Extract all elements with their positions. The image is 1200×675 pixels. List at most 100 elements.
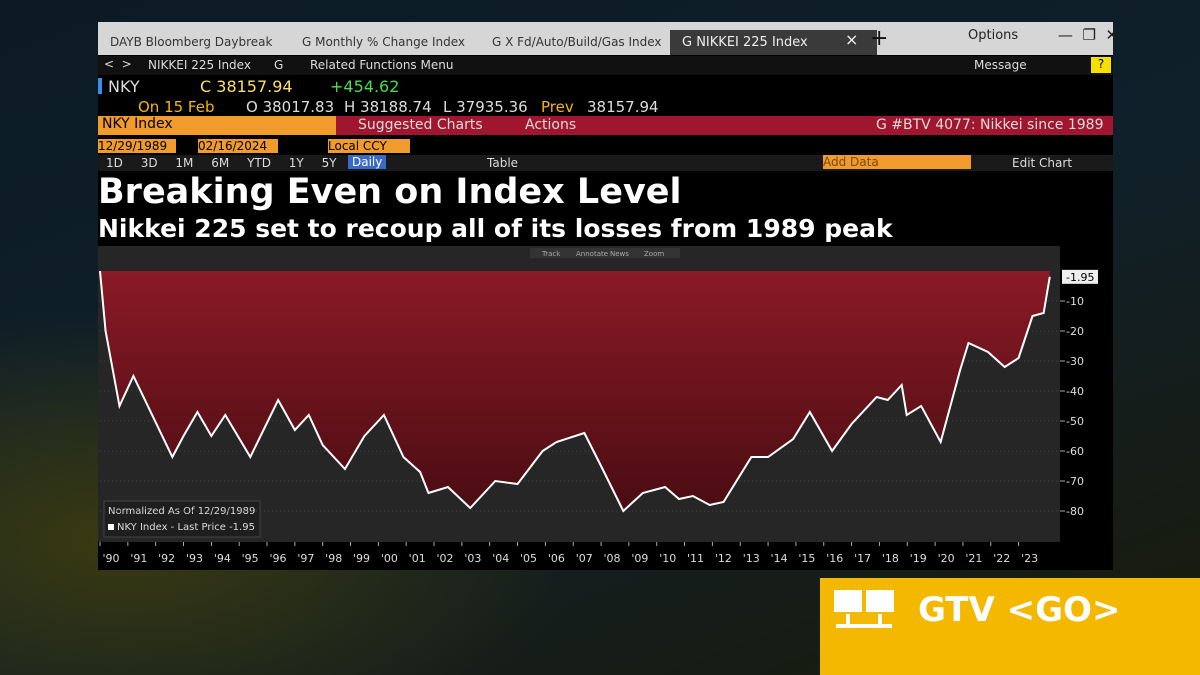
periods[interactable]: 1D 3D 1M 6M YTD 1Y 5Y Max — [106, 156, 379, 170]
y-tick-label: -10 — [1066, 295, 1084, 308]
tab-bar: DAYB Bloomberg Daybreak G Monthly % Chan… — [98, 22, 1118, 55]
help[interactable]: ? — [1091, 57, 1111, 73]
x-tick-label: '17 — [854, 552, 871, 565]
x-tick-label: '20 — [938, 552, 955, 565]
x-tick-label: '10 — [659, 552, 676, 565]
x-tick-label: '05 — [520, 552, 537, 565]
legend-note: Normalized As Of 12/29/1989 — [108, 506, 255, 517]
legend-swatch — [108, 524, 114, 530]
edit-chart[interactable]: Edit Chart — [1012, 156, 1073, 170]
y-tick-label: -60 — [1066, 445, 1084, 458]
area — [100, 271, 1050, 511]
period[interactable]: 5Y — [321, 156, 337, 170]
function-bar: NKY Index Suggested Charts Actions G #BT… — [98, 116, 1113, 135]
chart-tool: Zoom — [644, 250, 664, 258]
chart-tool: Annotate — [576, 250, 608, 258]
date: On 15 Feb — [138, 98, 215, 116]
message[interactable]: Message — [974, 58, 1027, 72]
chart-title: Breaking Even on Index Level — [98, 172, 682, 212]
tab[interactable]: DAYB Bloomberg Daybreak — [110, 35, 273, 49]
y-tick-label: -70 — [1066, 475, 1084, 488]
period[interactable]: 1M — [175, 156, 194, 170]
legend-value: -1.95 — [229, 522, 255, 533]
window-controls[interactable]: — ❐ ✕ — [1058, 26, 1119, 44]
ticker: NKY — [108, 77, 140, 96]
x-tick-label: '96 — [270, 552, 287, 565]
x-tick-label: '23 — [1021, 552, 1038, 565]
chart: Track Annotate News Zoom Normalized As Of 1… — [98, 246, 1113, 565]
period[interactable]: 1Y — [288, 156, 304, 170]
toolbar: 1D 3D 1M 6M YTD 1Y 5Y Max Daily Table Ad… — [98, 155, 1113, 171]
period[interactable]: 1D — [106, 156, 123, 170]
tool-bar — [530, 248, 680, 258]
x-tick-label: '13 — [743, 552, 760, 565]
monitor-icon — [834, 590, 894, 628]
y-tick-label: -40 — [1066, 385, 1084, 398]
actions[interactable]: Actions — [525, 117, 577, 133]
x-tick-label: '90 — [102, 552, 119, 565]
x-tick-label: '22 — [993, 552, 1010, 565]
x-tick-label: '00 — [381, 552, 398, 565]
chart-subtitle: Nikkei 225 set to recoup all of its loss… — [98, 214, 893, 243]
nav-security[interactable]: NIKKEI 225 Index — [148, 58, 251, 72]
x-tick-label: '21 — [965, 552, 982, 565]
x-tick-label: '04 — [492, 552, 509, 565]
legend-name: NKY Index - Last Price — [117, 522, 226, 533]
index-box[interactable]: NKY Index — [98, 116, 336, 135]
open: O 38017.83 — [246, 98, 335, 116]
chart-tool: Track — [541, 250, 561, 258]
options[interactable]: Options — [968, 28, 1019, 43]
x-tick-label: '12 — [715, 552, 732, 565]
x-tick-label: '14 — [771, 552, 788, 565]
y-tick-label: -80 — [1066, 505, 1084, 518]
add-data[interactable]: Add Data — [823, 155, 971, 169]
x-tick-label: '15 — [798, 552, 815, 565]
y-tick-label: -20 — [1066, 325, 1084, 338]
last-price-label: -1.95 — [1066, 271, 1094, 284]
nav-menu[interactable]: Related Functions Menu — [310, 58, 454, 72]
x-tick-label: '03 — [464, 552, 481, 565]
end-date[interactable]: 02/16/2024 — [198, 139, 278, 153]
x-tick-label: '02 — [437, 552, 454, 565]
start-date[interactable]: 12/29/1989 — [98, 139, 176, 153]
period[interactable]: YTD — [247, 156, 271, 170]
x-tick-label: '08 — [604, 552, 621, 565]
axis-strip — [1060, 246, 1113, 542]
y-tick-label: -30 — [1066, 355, 1084, 368]
x-tick-label: '11 — [687, 552, 704, 565]
tab[interactable]: G Monthly % Change Index — [302, 35, 465, 49]
x-tick-label: '09 — [631, 552, 648, 565]
x-tick-label: '93 — [186, 552, 203, 565]
terminal-window: DAYB Bloomberg Daybreak G Monthly % Chan… — [98, 22, 1118, 570]
table[interactable]: Table — [487, 156, 519, 170]
close-icon[interactable]: × — [845, 30, 859, 49]
nav-bar: < > NIKKEI 225 Index G Related Functions… — [98, 56, 1113, 75]
new-tab-icon[interactable]: + — [870, 26, 889, 51]
legend-box — [103, 500, 261, 538]
period[interactable]: 6M — [211, 156, 230, 170]
x-tick-label: '19 — [910, 552, 927, 565]
marker — [98, 78, 102, 94]
gtv-banner[interactable]: GTV <GO> — [820, 578, 1200, 675]
close: C 38157.94 — [200, 77, 293, 96]
suggested-charts[interactable]: Suggested Charts — [358, 117, 483, 133]
frequency[interactable]: Daily — [348, 155, 387, 169]
tab-active[interactable]: G NIKKEI 225 Index — [670, 30, 877, 55]
change: +454.62 — [330, 77, 400, 96]
x-tick-label: '97 — [297, 552, 314, 565]
x-tick-label: '99 — [353, 552, 370, 565]
nav-arrows[interactable]: < > — [104, 57, 132, 71]
ohlc-row: On 15 Feb O 38017.83 H 38188.74 L 37935.… — [98, 97, 1113, 117]
currency[interactable]: Local CCY — [328, 139, 410, 153]
x-tick-label: '18 — [882, 552, 899, 565]
x-tick-label: '01 — [409, 552, 426, 565]
x-tick-label: '95 — [242, 552, 259, 565]
high: H 38188.74 — [344, 98, 432, 116]
x-tick-label: '07 — [576, 552, 593, 565]
y-tick-label: -50 — [1066, 415, 1084, 428]
nav-type[interactable]: G — [274, 58, 284, 72]
tab[interactable]: G X Fd/Auto/Build/Gas Index — [492, 35, 662, 49]
period[interactable]: 3D — [140, 156, 158, 170]
last-price-box — [1062, 269, 1098, 284]
